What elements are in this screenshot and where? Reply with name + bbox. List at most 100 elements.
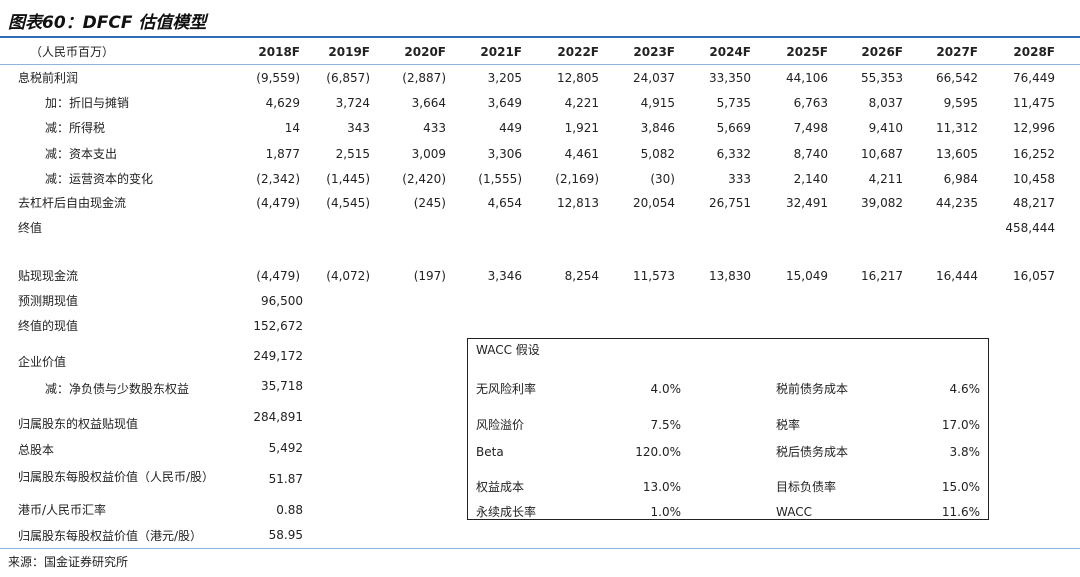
wacc-value: 3.8% — [949, 445, 981, 459]
cell: 16,252 — [1013, 147, 1055, 161]
cell: 6,763 — [793, 96, 828, 110]
title-rule — [0, 36, 1080, 38]
summary-label: 企业价值 — [18, 355, 67, 369]
cell: 14 — [284, 121, 300, 135]
cell: (2,420) — [402, 172, 446, 186]
wacc-label: 税前债务成本 — [776, 382, 849, 396]
source: 来源：国金证券研究所 — [8, 555, 129, 569]
cell: 433 — [423, 121, 446, 135]
wacc-label: 权益成本 — [476, 480, 525, 494]
header-rule — [0, 64, 1080, 65]
cell: 9,410 — [868, 121, 903, 135]
cell: 3,009 — [411, 147, 446, 161]
cell: 5,082 — [640, 147, 675, 161]
cell: (2,887) — [402, 71, 446, 85]
header-year: 2027F — [936, 45, 978, 59]
summary-label: 预测期现值 — [18, 294, 79, 308]
summary-label: 港币/人民币汇率 — [18, 503, 107, 517]
cell: (245) — [413, 196, 446, 210]
cell: 1,877 — [265, 147, 300, 161]
header-year: 2018F — [258, 45, 300, 59]
cell: 33,350 — [709, 71, 751, 85]
cell: 20,054 — [633, 196, 675, 210]
header-year: 2020F — [404, 45, 446, 59]
wacc-label: Beta — [476, 445, 504, 459]
cell: 11,312 — [936, 121, 978, 135]
cell: 1,921 — [564, 121, 599, 135]
footer-rule — [0, 548, 1080, 549]
summary-value: 0.88 — [276, 503, 303, 517]
row-label: 终值 — [18, 221, 43, 235]
wacc-value: 4.6% — [949, 382, 981, 396]
wacc-label: 永续成长率 — [476, 505, 537, 519]
summary-value: 51.87 — [268, 472, 303, 486]
summary-value: 58.95 — [268, 528, 303, 542]
header-year: 2023F — [633, 45, 675, 59]
wacc-value: 15.0% — [941, 480, 980, 494]
cell: 66,542 — [936, 71, 978, 85]
wacc-label: 税率 — [776, 418, 801, 432]
wacc-value: 7.5% — [650, 418, 682, 432]
cell: 4,211 — [868, 172, 903, 186]
cell: 3,664 — [411, 96, 446, 110]
header-year: 2019F — [328, 45, 370, 59]
cell: 55,353 — [861, 71, 903, 85]
wacc-title: WACC 假设 — [476, 343, 540, 357]
wacc-value: 13.0% — [642, 480, 681, 494]
cell: (2,169) — [555, 172, 599, 186]
cell: 3,306 — [487, 147, 522, 161]
cell: (1,445) — [326, 172, 370, 186]
cell: 5,669 — [716, 121, 751, 135]
summary-label: 归属股东的权益贴现值 — [18, 417, 139, 431]
header-year: 2026F — [861, 45, 903, 59]
wacc-box — [467, 338, 989, 520]
cell: 2,140 — [793, 172, 828, 186]
summary-label: 归属股东每股权益价值（港元/股） — [18, 529, 203, 543]
cell: (2,342) — [256, 172, 300, 186]
cell: 9,595 — [943, 96, 978, 110]
cell: 8,037 — [868, 96, 903, 110]
cell: 4,654 — [487, 196, 522, 210]
cell: 8,254 — [564, 269, 599, 283]
cell: 4,221 — [564, 96, 599, 110]
cell: 16,444 — [936, 269, 978, 283]
summary-value: 35,718 — [261, 379, 303, 393]
cell: (4,072) — [326, 269, 370, 283]
cell: (30) — [650, 172, 675, 186]
wacc-value: 4.0% — [650, 382, 682, 396]
cell: 11,475 — [1013, 96, 1055, 110]
wacc-value: 17.0% — [941, 418, 980, 432]
cell: (197) — [413, 269, 446, 283]
cell: 3,846 — [640, 121, 675, 135]
wacc-value: 120.0% — [635, 445, 681, 459]
header-year: 2024F — [709, 45, 751, 59]
cell: 12,805 — [557, 71, 599, 85]
cell: (4,479) — [256, 196, 300, 210]
row-label: 贴现现金流 — [18, 269, 79, 283]
cell: 12,813 — [557, 196, 599, 210]
cell: 8,740 — [793, 147, 828, 161]
cell: 4,629 — [265, 96, 300, 110]
cell: 3,649 — [487, 96, 522, 110]
summary-value: 152,672 — [253, 319, 303, 333]
cell: 26,751 — [709, 196, 751, 210]
summary-value: 249,172 — [253, 349, 303, 363]
cell: 13,605 — [936, 147, 978, 161]
row-label: 减：运营资本的变化 — [45, 172, 154, 186]
cell: 44,235 — [936, 196, 978, 210]
cell: 44,106 — [786, 71, 828, 85]
header-year: 2028F — [1013, 45, 1055, 59]
cell: 11,573 — [633, 269, 675, 283]
cell: (1,555) — [478, 172, 522, 186]
cell: 449 — [499, 121, 522, 135]
cell: 15,049 — [786, 269, 828, 283]
cell: (4,479) — [256, 269, 300, 283]
summary-label: 终值的现值 — [18, 319, 79, 333]
cell: 5,735 — [716, 96, 751, 110]
wacc-value: 1.0% — [650, 505, 682, 519]
wacc-label: 风险溢价 — [476, 418, 525, 432]
title: 图表60：DFCF 估值模型 — [8, 13, 207, 33]
cell: 6,332 — [716, 147, 751, 161]
wacc-label: 目标负债率 — [776, 480, 837, 494]
